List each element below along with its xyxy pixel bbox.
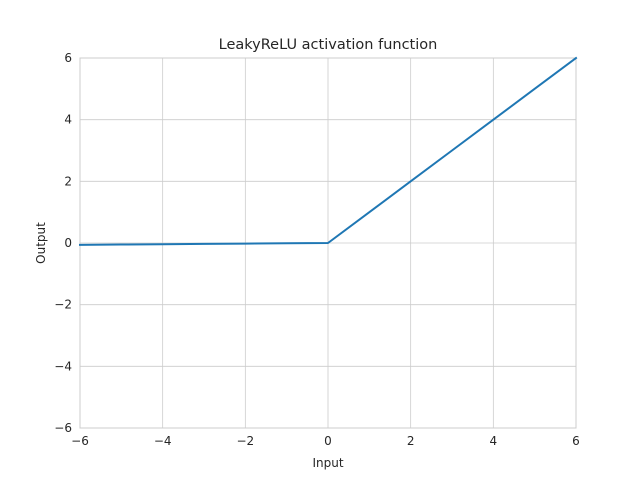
x-tick-label: −2 bbox=[236, 434, 254, 448]
y-tick-label: −4 bbox=[54, 359, 72, 373]
x-tick-label: 0 bbox=[324, 434, 332, 448]
chart-title: LeakyReLU activation function bbox=[219, 37, 438, 53]
x-tick-label: −6 bbox=[71, 434, 89, 448]
x-tick-label: 6 bbox=[572, 434, 580, 448]
x-axis-label: Input bbox=[312, 456, 343, 470]
series-line bbox=[78, 56, 578, 246]
grid bbox=[79, 57, 577, 429]
y-tick-label: 6 bbox=[64, 51, 72, 65]
y-tick-label: −2 bbox=[54, 298, 72, 312]
y-tick-label: 0 bbox=[64, 236, 72, 250]
series-layer bbox=[78, 56, 578, 246]
y-axis-label: Output bbox=[34, 222, 48, 264]
y-tick-labels: −6 −4 −2 0 2 4 6 bbox=[54, 51, 72, 435]
x-tick-label: −4 bbox=[154, 434, 172, 448]
x-tick-labels: −6 −4 −2 0 2 4 6 bbox=[71, 434, 580, 448]
x-tick-label: 2 bbox=[407, 434, 415, 448]
y-tick-label: 2 bbox=[64, 174, 72, 188]
y-tick-label: −6 bbox=[54, 421, 72, 435]
x-tick-label: 4 bbox=[490, 434, 498, 448]
y-tick-label: 4 bbox=[64, 113, 72, 127]
